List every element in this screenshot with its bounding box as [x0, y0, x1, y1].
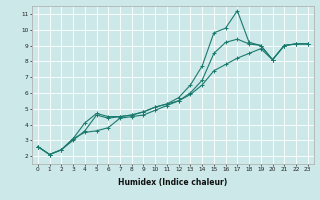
X-axis label: Humidex (Indice chaleur): Humidex (Indice chaleur)	[118, 178, 228, 187]
